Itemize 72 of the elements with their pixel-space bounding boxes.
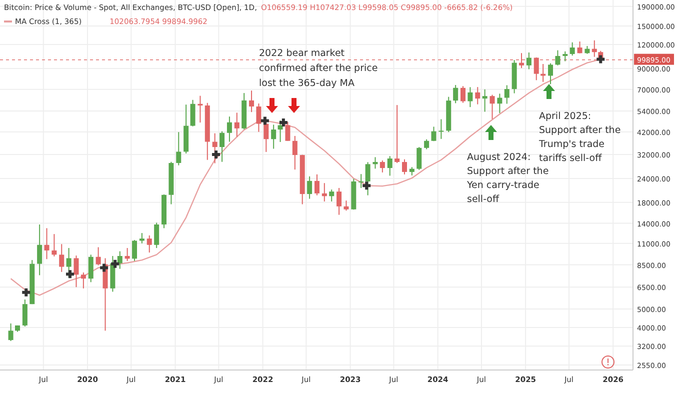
candlestick — [336, 187, 342, 216]
candlestick — [44, 228, 50, 260]
candlestick — [460, 86, 466, 104]
candlestick — [80, 272, 86, 289]
point — [22, 288, 30, 296]
candlestick — [307, 176, 312, 200]
candlestick — [329, 189, 334, 202]
candlestick — [453, 84, 458, 104]
candlestick — [475, 86, 480, 105]
candlestick — [387, 156, 392, 176]
candlestick — [226, 116, 232, 142]
candlestick — [344, 200, 349, 212]
candlestick — [372, 156, 378, 170]
candlestick — [256, 102, 262, 132]
point — [100, 264, 108, 272]
candlestick — [190, 99, 196, 127]
candlestick — [139, 232, 144, 244]
point — [111, 260, 120, 268]
candlestick — [154, 222, 160, 249]
candlestick — [482, 88, 488, 112]
candlestick — [431, 126, 436, 142]
candlestick — [358, 174, 364, 188]
candlestick — [278, 120, 283, 142]
annotation: 2022 bear market confirmed after the price lost the 365-day MA — [259, 48, 378, 89]
candlestick — [562, 50, 568, 62]
candlestick — [468, 86, 473, 108]
candlestick — [534, 56, 539, 81]
candlestick — [198, 95, 203, 124]
candlestick — [96, 246, 101, 266]
candlestick — [570, 42, 575, 56]
candlestick — [249, 90, 254, 113]
candlestick — [271, 124, 276, 150]
point — [279, 118, 288, 127]
candlestick — [117, 250, 122, 270]
annotation: April 2025: Support after the Trump's trade tariffs sell-off — [538, 111, 621, 164]
point — [260, 116, 269, 125]
candlestick — [146, 234, 152, 254]
candlestick — [438, 118, 444, 140]
candlestick — [526, 52, 532, 70]
candlestick — [285, 121, 290, 142]
candlestick — [497, 93, 502, 114]
candlestick — [220, 130, 225, 162]
point — [212, 150, 220, 159]
candlestick — [402, 158, 407, 175]
point — [66, 270, 74, 278]
point — [596, 55, 605, 64]
candlestick — [490, 94, 495, 120]
candlestick — [8, 322, 14, 342]
candlestick — [22, 299, 28, 327]
candlestick — [74, 255, 79, 288]
candlestick — [577, 40, 582, 54]
candlestick — [37, 224, 42, 276]
candlestick — [132, 240, 138, 262]
candlestick — [124, 248, 130, 262]
candlestick — [380, 160, 385, 173]
candlestick — [234, 112, 240, 138]
candlestick — [292, 135, 298, 170]
candlestick — [504, 84, 510, 104]
candlestick — [314, 174, 320, 196]
candlestick — [519, 52, 524, 69]
candlestick — [548, 62, 554, 85]
candlestick — [59, 244, 64, 272]
candlestick — [555, 50, 560, 66]
candlestick — [176, 132, 182, 166]
candlestick — [52, 234, 57, 257]
candlestick — [592, 40, 597, 58]
candlestick — [88, 254, 94, 283]
candlestick — [416, 146, 422, 170]
candlestick — [394, 104, 400, 164]
candlestick — [424, 138, 430, 150]
candlestick — [322, 182, 327, 202]
point — [362, 182, 371, 190]
